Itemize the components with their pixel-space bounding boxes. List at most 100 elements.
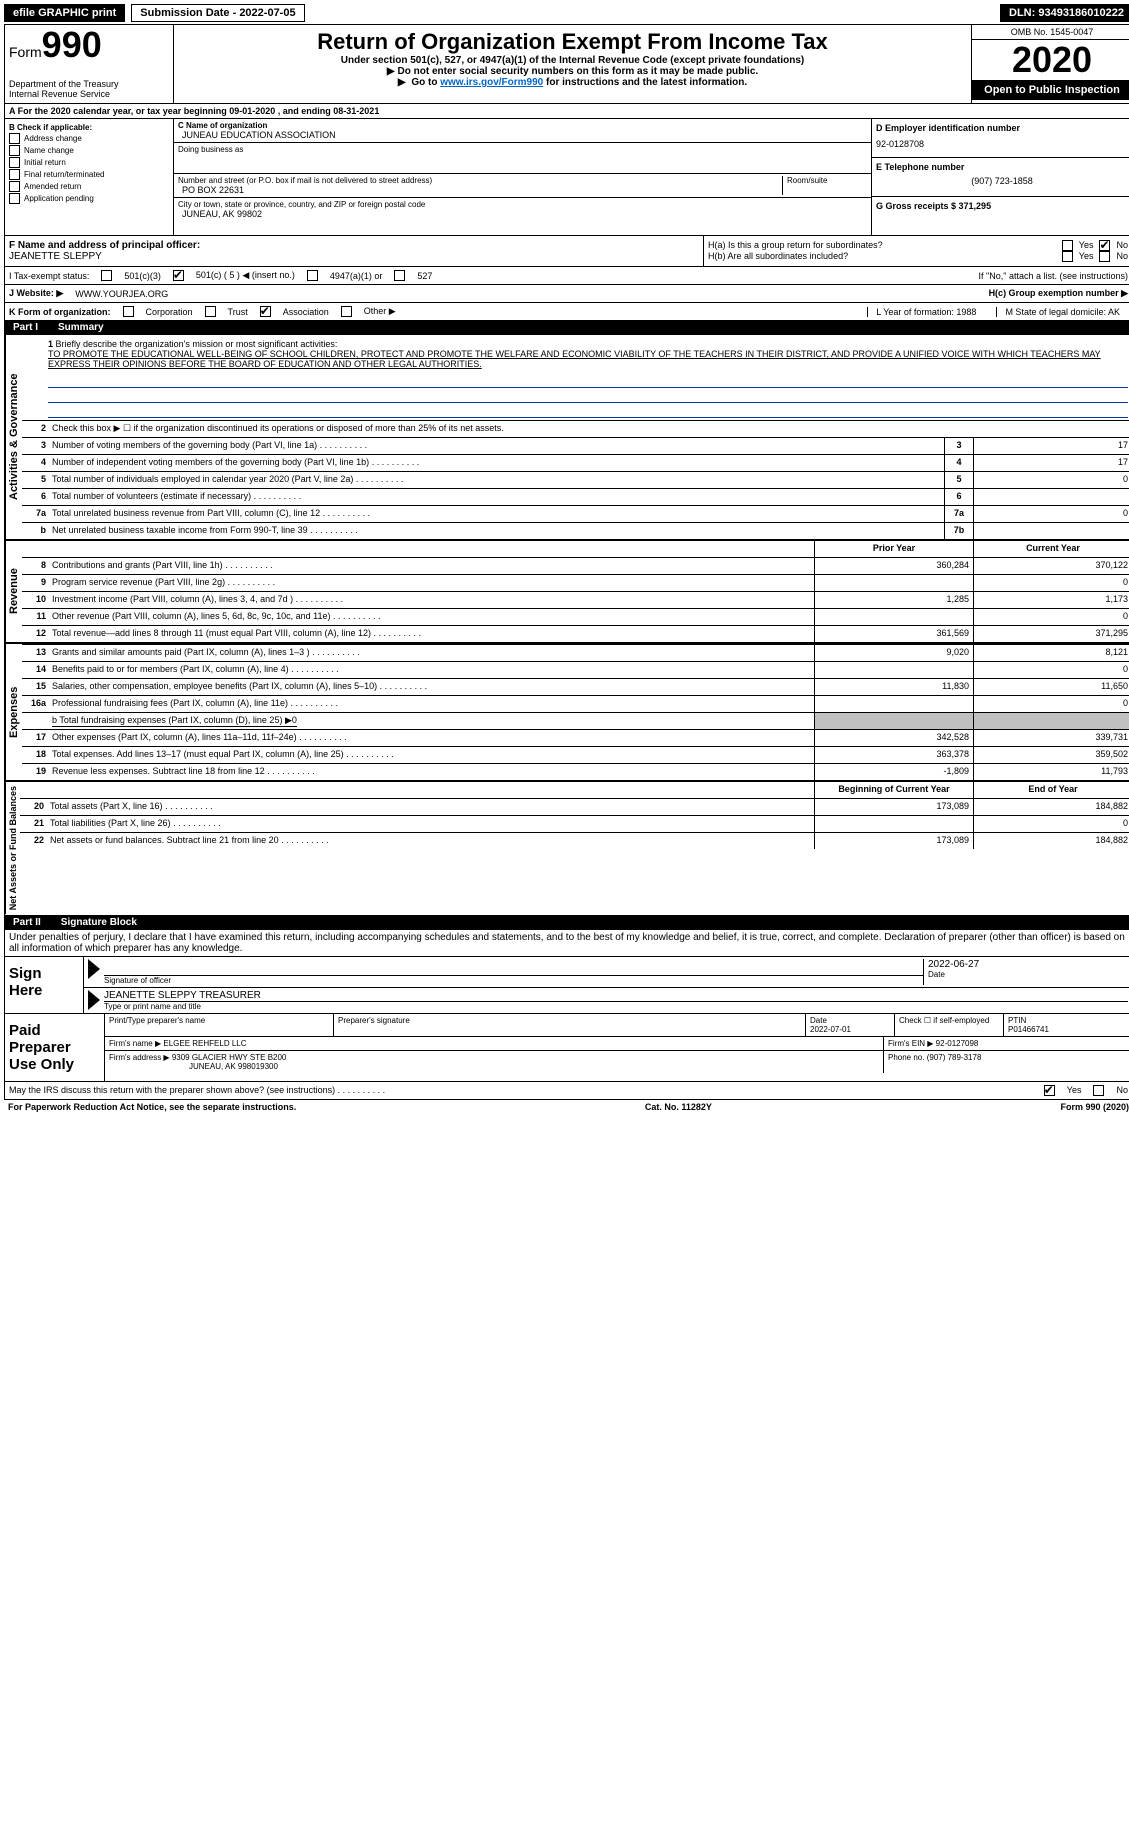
blank-line-1 [48,375,1128,388]
sig-date-label: Date [928,970,1128,979]
city-label: City or town, state or province, country… [178,200,867,209]
discuss-no-cb[interactable] [1093,1085,1104,1096]
hb-no: No [1116,251,1128,262]
discuss-yes: Yes [1067,1085,1082,1095]
prep-self-emp: Check ☐ if self-employed [895,1014,1004,1036]
footer: For Paperwork Reduction Act Notice, see … [4,1100,1129,1114]
hb-label: H(b) Are all subordinates included? [708,251,1056,262]
gross-receipts: G Gross receipts $ 371,295 [876,201,991,211]
addr-box: Number and street (or P.O. box if mail i… [174,174,871,198]
form-title: Return of Organization Exempt From Incom… [182,29,963,55]
prep-row2: Firm's name ▶ ELGEE REHFELD LLC Firm's E… [105,1037,1129,1051]
city-box: City or town, state or province, country… [174,198,871,221]
hdr-curr: Current Year [973,541,1129,557]
ha-no: No [1116,240,1128,251]
top-bar: efile GRAPHIC print Submission Date - 20… [4,4,1129,22]
opt-trust: Trust [228,307,248,317]
cb-corp[interactable] [123,306,134,317]
hb-yes-cb[interactable] [1062,251,1073,262]
sign-here-label: Sign Here [5,957,84,1013]
firm-ein: Firm's EIN ▶ 92-0127098 [884,1037,1129,1050]
h-section: H(a) Is this a group return for subordin… [704,236,1129,266]
cb-name-change[interactable]: Name change [9,145,169,156]
header-right: OMB No. 1545-0047 2020 Open to Public In… [971,25,1129,103]
exp-line-14: 14Benefits paid to or for members (Part … [22,661,1129,678]
line-2: 2Check this box ▶ ☐ if the organization … [22,420,1129,437]
subtitle1: Under section 501(c), 527, or 4947(a)(1)… [182,55,963,66]
rev-line-9: 9Program service revenue (Part VIII, lin… [22,574,1129,591]
room-label: Room/suite [782,176,867,195]
sig-officer-row: Signature of officer 2022-06-27 Date [84,957,1129,988]
cb-app-pending[interactable]: Application pending [9,193,169,204]
opt-501c3: 501(c)(3) [124,271,161,281]
firm-phone: Phone no. (907) 789-3178 [884,1051,1129,1073]
net-header: Beginning of Current Year End of Year [20,782,1129,798]
i-label: I Tax-exempt status: [9,271,89,281]
j-label: J Website: ▶ [9,288,63,299]
rev-line-11: 11Other revenue (Part VIII, column (A), … [22,608,1129,625]
col-deg: D Employer identification number 92-0128… [871,119,1129,235]
opt-corp: Corporation [146,307,193,317]
subtitle2: Do not enter social security numbers on … [182,66,963,77]
gov-line-5: 5Total number of individuals employed in… [22,471,1129,488]
cb-4947[interactable] [307,270,318,281]
discuss-yes-cb[interactable] [1044,1085,1055,1096]
ptin: P01466741 [1008,1025,1049,1034]
subtitle3: Go to www.irs.gov/Form990 for instructio… [182,77,963,88]
gov-line-3: 3Number of voting members of the governi… [22,437,1129,454]
hb-row: H(b) Are all subordinates included? Yes … [708,251,1128,262]
gov-line-7a: 7aTotal unrelated business revenue from … [22,505,1129,522]
cb-assoc[interactable] [260,306,271,317]
tax-year: 2020 [972,40,1129,80]
l-year: L Year of formation: 1988 [867,307,984,317]
header-center: Return of Organization Exempt From Incom… [174,25,971,103]
ha-yes-cb[interactable] [1062,240,1073,251]
hb-no-cb[interactable] [1099,251,1110,262]
gov-body: 1 Briefly describe the organization's mi… [22,335,1129,539]
phone-label: E Telephone number [876,162,964,172]
expenses: Expenses 13Grants and similar amounts pa… [5,642,1129,780]
header-left: Form990 Department of the Treasury Inter… [5,25,174,103]
part-i-title: Summary [58,322,104,333]
rev-line-10: 10Investment income (Part VIII, column (… [22,591,1129,608]
firm-city: JUNEAU, AK 998019300 [109,1062,278,1071]
opt-501c: 501(c) ( 5 ) ◀ (insert no.) [196,270,295,281]
rev-line-12: 12Total revenue—add lines 8 through 11 (… [22,625,1129,642]
l2-text: Check this box ▶ ☐ if the organization d… [48,421,1129,437]
hb-yes: Yes [1079,251,1094,262]
cb-501c[interactable] [173,270,184,281]
dba-label: Doing business as [178,145,867,154]
gov-line-6: 6Total number of volunteers (estimate if… [22,488,1129,505]
irs-link[interactable]: www.irs.gov/Form990 [440,77,543,88]
exp-line-13: 13Grants and similar amounts paid (Part … [22,644,1129,661]
f-label: F Name and address of principal officer: [9,240,200,251]
cb-initial-return[interactable]: Initial return [9,157,169,168]
net-line-20: 20Total assets (Part X, line 16)173,0891… [20,798,1129,815]
ha-no-cb[interactable] [1099,240,1110,251]
cb-501c3[interactable] [101,270,112,281]
prep-row3: Firm's address ▶ 9309 GLACIER HWY STE B2… [105,1051,1129,1073]
b-title: B Check if applicable: [9,123,92,132]
hb-note: If "No," attach a list. (see instruction… [979,271,1128,281]
efile-btn[interactable]: efile GRAPHIC print [4,4,125,22]
row-fh: F Name and address of principal officer:… [5,236,1129,267]
cb-527[interactable] [394,270,405,281]
cb-trust[interactable] [205,306,216,317]
gov-line-b: bNet unrelated business taxable income f… [22,522,1129,539]
cb-other[interactable] [341,306,352,317]
firm-name-label: Firm's name ▶ [109,1039,161,1048]
sig-date: 2022-06-27 [928,959,1128,970]
cb-address-change[interactable]: Address change [9,133,169,144]
dept2: Internal Revenue Service [9,89,169,99]
cb-final-return[interactable]: Final return/terminated [9,169,169,180]
rev-body: Prior Year Current Year 8Contributions a… [22,541,1129,642]
row-a-text: A For the 2020 calendar year, or tax yea… [9,106,379,116]
cb-amended[interactable]: Amended return [9,181,169,192]
phone-box: E Telephone number (907) 723-1858 [872,158,1129,197]
opt-527: 527 [417,271,432,281]
footer-right: Form 990 (2020) [1060,1102,1129,1112]
discuss-label: May the IRS discuss this return with the… [9,1085,385,1095]
gross-box: G Gross receipts $ 371,295 [872,197,1129,235]
addr-value: PO BOX 22631 [178,185,782,195]
footer-left: For Paperwork Reduction Act Notice, see … [8,1102,296,1112]
